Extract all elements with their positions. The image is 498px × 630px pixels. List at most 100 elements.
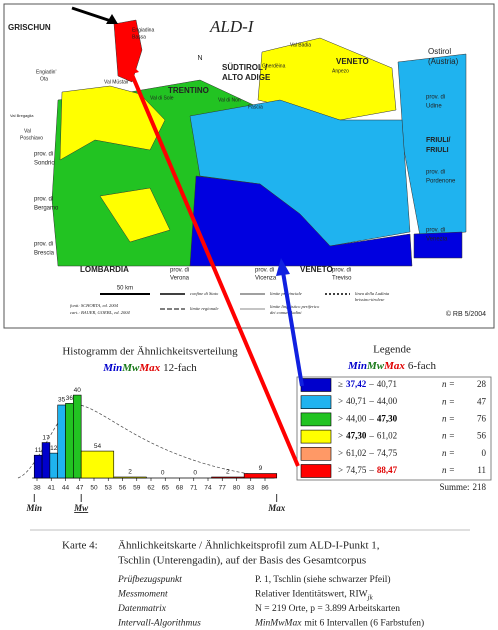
definition-term: Intervall-Algorithmus — [117, 619, 201, 629]
zone-red — [113, 19, 143, 83]
value-label: 12 — [50, 445, 58, 452]
x-tick-label: 38 — [33, 485, 41, 492]
definition-body: P. 1, Tschlin (siehe schwarzer Pfeil) — [255, 574, 391, 585]
legend-range: >47,30–61,02 — [338, 431, 397, 441]
x-tick-label: 80 — [233, 485, 241, 492]
value-label: 2 — [226, 469, 230, 476]
legend-op: > — [338, 448, 343, 458]
map-label: (Austria) — [428, 57, 459, 66]
legend-sum: Summe: 218 — [439, 482, 486, 492]
key-text: brissino-tirolese — [355, 297, 384, 302]
map-label: ALTO ADIGE — [222, 73, 271, 82]
map-label: prov. di — [332, 268, 351, 274]
marker-label: Mw — [73, 503, 89, 513]
zone-dark-blue — [413, 231, 463, 259]
legend-op: > — [338, 465, 343, 475]
subtitle-max: Max — [383, 360, 405, 372]
legend-to: 40,71 — [377, 379, 397, 389]
legend-from: 61,02 — [346, 448, 366, 458]
definition-body: mit 6 Intervallen (6 Farbstufen) — [304, 618, 424, 629]
value-label: 54 — [94, 443, 102, 450]
legend-dash: – — [368, 379, 374, 389]
legend-op: > — [338, 431, 343, 441]
value-label: 11 — [35, 447, 42, 454]
map-label: Bergamo — [34, 206, 59, 212]
north-label: N — [197, 55, 202, 62]
legend-from: 40,71 — [346, 396, 366, 406]
map-label: Bassa — [132, 34, 146, 40]
blue-arrowhead — [276, 258, 290, 276]
legend-n: 47 — [477, 396, 487, 406]
marker-label: Min — [25, 503, 42, 513]
legend-op: > — [338, 396, 343, 406]
map-label: FRIULI/ — [426, 137, 451, 144]
map-label: prov. di — [426, 170, 445, 176]
map: ALD-I N 50 km confine di Stato limite pr… — [3, 3, 495, 329]
legend-subtitle: MinMwMax 6-fach — [347, 360, 436, 372]
x-tick-label: 50 — [90, 485, 98, 492]
definition-sub: jk — [367, 593, 374, 601]
map-label: Fascia — [248, 104, 263, 110]
bar — [73, 394, 82, 479]
copyright: © RB 5/2004 — [446, 310, 486, 318]
map-label: prov. di — [426, 228, 445, 234]
sum-label: Summe: — [439, 482, 469, 492]
legend-to: 61,02 — [377, 431, 397, 441]
value-label: 36 — [66, 395, 74, 402]
map-label: Pordenone — [426, 179, 456, 185]
sum-value: 218 — [473, 482, 487, 492]
legend-to: 44,00 — [377, 396, 398, 406]
value-label: 0 — [193, 470, 197, 477]
map-label: prov. di — [255, 268, 274, 274]
map-label: Udine — [426, 104, 442, 110]
map-label: Treviso — [332, 276, 352, 282]
legend-to: 88,47 — [377, 465, 398, 475]
map-label: Verona — [170, 276, 190, 282]
legend-range: ≥37,42–40,71 — [338, 379, 397, 389]
value-label: 0 — [161, 470, 165, 477]
map-label: Gherdëina — [262, 63, 286, 69]
map-label: prov. di — [426, 95, 445, 101]
legend-dash: – — [368, 448, 374, 458]
value-label: 40 — [74, 387, 82, 394]
legend-n: 11 — [477, 465, 486, 475]
definition-text: MinMwMax mit 6 Intervallen (6 Farbstufen) — [254, 618, 424, 629]
x-tick-label: 77 — [219, 485, 227, 492]
subtitle-min: Min — [347, 360, 367, 372]
map-label: Ostirol — [428, 47, 451, 56]
legend-range: >44,00–47,30 — [338, 413, 398, 423]
key-text: limite regionale — [190, 306, 218, 311]
subtitle-min: Min — [102, 362, 122, 374]
definitions: Prüfbezugspunkt P. 1, Tschlin (siehe schw… — [117, 574, 424, 629]
bar — [33, 454, 43, 479]
blue-arrow — [281, 271, 304, 387]
subtitle-max: Max — [138, 362, 160, 374]
legend-swatch — [300, 446, 332, 461]
x-tick-label: 59 — [133, 485, 141, 492]
legend-dash: – — [368, 413, 374, 423]
map-label: Val di Non — [218, 97, 241, 103]
x-tick-label: 44 — [62, 485, 70, 492]
map-label: Val di Sole — [150, 95, 174, 101]
legend-n-label: n = — [442, 413, 455, 423]
map-label: prov. di — [34, 242, 53, 248]
x-tick-label: 62 — [147, 485, 155, 492]
reference-arrowhead — [106, 14, 118, 24]
legend-from: 44,00 — [346, 413, 367, 423]
bar — [211, 476, 245, 479]
histogram-title: Histogramm der Ähnlichkeitsverteilung — [62, 346, 238, 358]
reference-arrow — [71, 6, 115, 24]
legend-swatch — [300, 429, 332, 444]
map-label: Engiadina — [132, 27, 154, 33]
source: fonti: SCHORTA, ed. 2004 — [70, 303, 119, 309]
legend-n: 0 — [482, 448, 487, 458]
subtitle-mw: Mw — [121, 362, 140, 374]
legend-from: 47,30 — [346, 431, 367, 441]
map-label: Val Badia — [290, 42, 311, 48]
definition-body: Relativer Identitätswert, RIW — [255, 590, 368, 600]
x-tick-label: 71 — [190, 485, 198, 492]
red-arrow — [128, 69, 300, 467]
definition-term: Prüfbezugspunkt — [117, 574, 182, 585]
bar — [57, 404, 66, 479]
